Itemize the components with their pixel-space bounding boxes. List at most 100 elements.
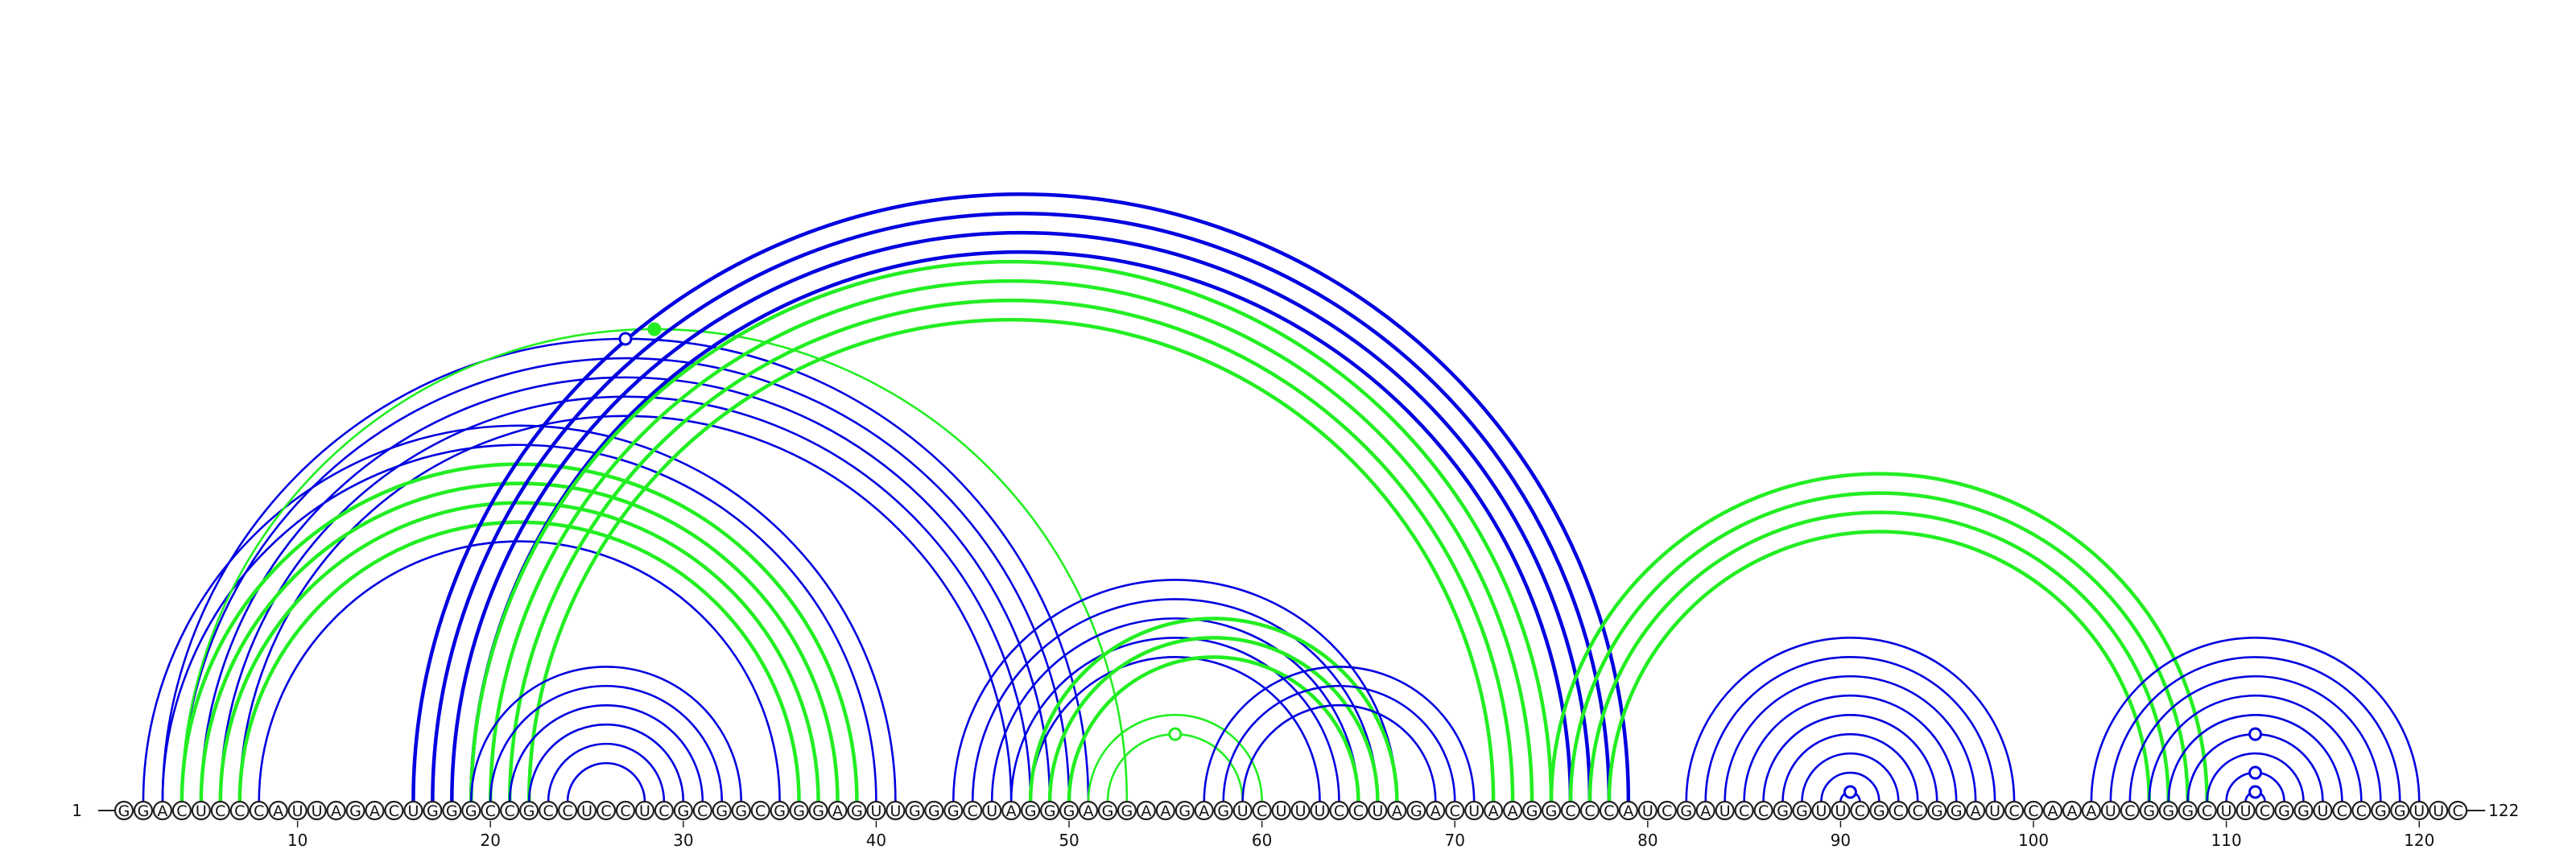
svg-text:U: U — [1642, 802, 1653, 820]
arc-marker-1 — [618, 332, 633, 346]
svg-text:U: U — [1237, 802, 1249, 820]
svg-text:C: C — [1565, 802, 1575, 820]
nucleotide-17: G — [423, 800, 443, 821]
nucleotide-13: G — [345, 800, 365, 821]
nucleotide-26: C — [596, 800, 617, 821]
start-position-label: 1 — [72, 801, 82, 820]
svg-text:A: A — [157, 802, 167, 820]
nucleotide-50: G — [1059, 800, 1080, 821]
arc-17-78 — [431, 211, 1612, 802]
arc-4-39 — [180, 462, 859, 802]
nucleotide-111: U — [2235, 800, 2256, 821]
svg-text:C: C — [562, 802, 572, 820]
nucleotide-112: C — [2255, 800, 2275, 821]
arc-78-106 — [1607, 530, 2152, 802]
nucleotide-20: C — [481, 800, 501, 821]
nucleotide-97: A — [1966, 800, 1986, 821]
svg-text:G: G — [2143, 802, 2155, 820]
svg-text:U: U — [292, 802, 303, 820]
tick-label-70: 70 — [1445, 831, 1465, 850]
nucleotide-92: G — [1869, 800, 1889, 821]
arc-18-77 — [450, 231, 1592, 802]
arc-104-119 — [2109, 656, 2401, 802]
arc-106-117 — [2148, 694, 2363, 802]
nucleotide-67: A — [1387, 800, 1407, 821]
nucleotide-29: C — [654, 800, 674, 821]
svg-text:G: G — [427, 802, 439, 820]
nucleotide-114: G — [2293, 800, 2314, 821]
nucleotide-59: U — [1232, 800, 1253, 821]
nucleotide-55: A — [1155, 800, 1175, 821]
svg-text:U: U — [581, 802, 592, 820]
nucleotide-48: G — [1021, 800, 1041, 821]
tick-label-60: 60 — [1252, 831, 1272, 850]
nucleotide-31: C — [692, 800, 712, 821]
svg-text:A: A — [1700, 802, 1711, 820]
nucleotide-42: G — [905, 800, 925, 821]
arc-marker-4 — [1843, 785, 1857, 799]
tick-label-100: 100 — [2018, 831, 2049, 850]
svg-text:C: C — [755, 802, 766, 820]
nucleotide-34: C — [750, 800, 770, 821]
nucleotide-81: C — [1657, 800, 1677, 821]
nucleotide-105: C — [2120, 800, 2140, 821]
nucleotide-38: A — [828, 800, 848, 821]
arc-103-120 — [2090, 637, 2421, 802]
svg-text:G: G — [793, 802, 805, 820]
svg-text:C: C — [620, 802, 630, 820]
svg-text:U: U — [1816, 802, 1827, 820]
nucleotide-51: A — [1078, 800, 1099, 821]
nucleotide-58: G — [1213, 800, 1233, 821]
nucleotide-44: G — [943, 800, 964, 821]
nucleotide-116: C — [2332, 800, 2352, 821]
nucleotide-36: G — [789, 800, 809, 821]
nucleotide-80: U — [1637, 800, 1657, 821]
nucleotide-99: C — [2004, 800, 2025, 821]
arc-105-118 — [2128, 674, 2382, 802]
arc-89-92 — [1820, 771, 1880, 802]
nucleotide-94: C — [1908, 800, 1928, 821]
svg-text:U: U — [407, 802, 419, 820]
svg-text:G: G — [2297, 802, 2310, 820]
nucleotide-5: U — [191, 800, 211, 821]
arc-4-50 — [180, 357, 1071, 802]
nucleotide-37: G — [808, 800, 828, 821]
svg-text:G: G — [2182, 802, 2194, 820]
svg-text:C: C — [2028, 802, 2038, 820]
svg-text:C: C — [543, 802, 553, 820]
nucleotide-89: U — [1811, 800, 1831, 821]
nucleotide-109: C — [2197, 800, 2217, 821]
arc-48-63 — [1029, 656, 1321, 802]
tick-label-40: 40 — [866, 831, 886, 850]
nucleotide-15: C — [384, 800, 404, 821]
nucleotide-16: U — [403, 800, 423, 821]
nucleotide-90: U — [1831, 800, 1851, 821]
svg-text:U: U — [1295, 802, 1307, 820]
arc-marker-6 — [2248, 727, 2263, 741]
nucleotide-47: A — [1001, 800, 1022, 821]
nucleotide-43: G — [924, 800, 944, 821]
nucleotide-68: G — [1406, 800, 1426, 821]
svg-text:A: A — [273, 802, 283, 820]
svg-text:G: G — [118, 802, 130, 820]
nucleotide-65: C — [1348, 800, 1368, 821]
svg-text:A: A — [1488, 802, 1499, 820]
svg-text:U: U — [1719, 802, 1731, 820]
nucleotide-69: A — [1426, 800, 1446, 821]
arc-76-108 — [1568, 491, 2190, 802]
svg-text:C: C — [505, 802, 515, 820]
arc-88-93 — [1801, 752, 1900, 802]
tick-label-90: 90 — [1831, 831, 1851, 850]
svg-text:C: C — [968, 802, 978, 820]
nucleotide-27: C — [615, 800, 636, 821]
nucleotide-3: A — [152, 800, 173, 821]
nucleotide-101: A — [2042, 800, 2063, 821]
nucleotide-100: C — [2023, 800, 2044, 821]
svg-text:U: U — [2240, 802, 2252, 820]
svg-text:U: U — [2105, 802, 2116, 820]
svg-text:C: C — [234, 802, 245, 820]
nucleotide-32: G — [712, 800, 732, 821]
arc-marker-3 — [1168, 727, 1183, 741]
